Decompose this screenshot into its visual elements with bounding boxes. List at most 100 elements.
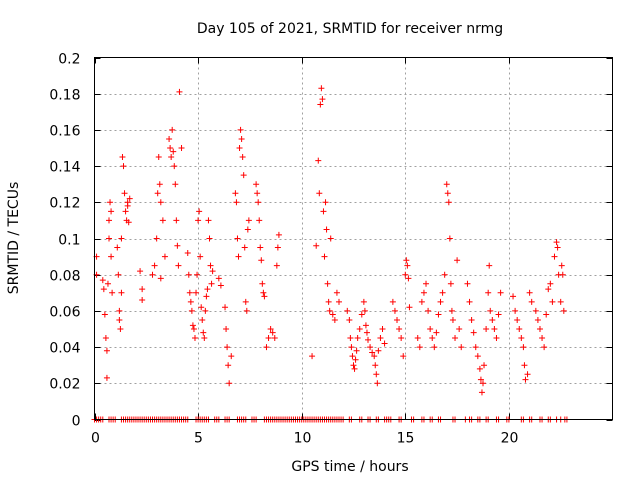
- data-point: [174, 242, 181, 249]
- data-point: [374, 380, 381, 387]
- data-point: [173, 217, 180, 224]
- axis-ticks: [94, 57, 613, 421]
- data-point: [120, 163, 127, 170]
- data-point: [391, 307, 398, 314]
- data-point: [327, 235, 334, 242]
- data-point: [352, 356, 359, 363]
- data-point: [172, 181, 179, 188]
- data-point: [245, 217, 252, 224]
- data-point: [171, 163, 178, 170]
- data-point: [439, 289, 446, 296]
- data-point: [420, 289, 427, 296]
- data-point: [255, 199, 262, 206]
- data-point: [225, 362, 232, 369]
- data-point: [161, 253, 168, 260]
- data-point: [109, 289, 116, 296]
- data-point: [275, 231, 282, 238]
- data-point: [139, 297, 146, 304]
- data-point: [514, 316, 521, 323]
- data-point: [344, 307, 351, 314]
- data-point: [208, 280, 215, 287]
- data-point: [107, 199, 114, 206]
- data-point: [256, 217, 263, 224]
- data-point: [369, 349, 376, 356]
- data-point: [259, 280, 266, 287]
- data-point: [222, 304, 229, 311]
- plot-frame: [94, 57, 613, 420]
- data-point: [372, 362, 379, 369]
- data-point: [427, 326, 434, 332]
- data-point: [187, 298, 194, 305]
- data-point: [116, 307, 123, 314]
- data-point: [402, 271, 409, 278]
- x-tick-label: 10: [294, 431, 312, 447]
- data-point: [458, 344, 465, 351]
- x-tick-label: 0: [91, 431, 100, 447]
- data-point: [452, 335, 459, 342]
- data-point: [543, 311, 550, 318]
- data-point: [470, 329, 477, 336]
- data-point: [206, 235, 213, 242]
- data-point: [554, 244, 561, 251]
- data-point: [106, 235, 113, 242]
- y-tick-label: 0.1: [58, 233, 80, 249]
- data-point: [443, 181, 450, 188]
- data-point: [184, 249, 191, 256]
- data-point: [155, 154, 162, 161]
- data-point: [389, 298, 396, 305]
- data-point: [464, 280, 471, 287]
- data-point: [102, 335, 109, 342]
- data-point: [169, 126, 176, 133]
- data-point: [322, 199, 329, 206]
- y-tick-label: 0.18: [49, 88, 80, 104]
- data-point: [204, 286, 211, 293]
- data-points: [91, 85, 570, 423]
- data-point: [425, 307, 432, 314]
- data-point: [235, 253, 242, 260]
- data-point: [316, 190, 323, 197]
- data-point: [362, 322, 369, 329]
- data-point: [520, 344, 527, 351]
- data-point: [273, 262, 280, 269]
- y-tick-label: 0.06: [49, 305, 80, 321]
- data-point: [215, 275, 222, 282]
- data-point: [324, 280, 331, 287]
- data-point: [319, 96, 326, 103]
- data-point: [254, 190, 261, 197]
- data-point: [348, 344, 355, 351]
- data-point: [560, 307, 567, 314]
- data-point: [423, 280, 430, 287]
- data-point: [435, 311, 442, 318]
- data-point: [379, 326, 386, 332]
- data-point: [456, 326, 463, 332]
- data-point: [541, 344, 548, 351]
- data-point: [189, 322, 196, 329]
- data-point: [454, 257, 461, 264]
- data-point: [115, 271, 122, 278]
- data-point: [361, 307, 368, 314]
- data-point: [532, 307, 539, 314]
- data-point: [416, 344, 423, 351]
- data-point: [559, 271, 566, 278]
- data-point: [333, 289, 340, 296]
- data-point: [558, 262, 565, 269]
- data-point: [237, 126, 244, 133]
- y-tick-label: 0.08: [49, 269, 80, 285]
- data-point: [122, 208, 129, 215]
- data-point: [323, 226, 330, 233]
- data-point: [188, 307, 195, 314]
- data-point: [202, 307, 209, 314]
- data-point: [116, 316, 123, 323]
- data-point: [200, 329, 207, 336]
- data-point: [226, 380, 233, 387]
- data-point: [398, 335, 405, 342]
- data-point: [253, 181, 260, 188]
- data-point: [197, 253, 204, 260]
- data-point: [139, 286, 146, 293]
- data-point: [207, 262, 214, 269]
- data-point: [347, 335, 354, 342]
- data-point: [201, 335, 208, 342]
- data-point: [493, 335, 500, 342]
- data-point: [125, 219, 132, 226]
